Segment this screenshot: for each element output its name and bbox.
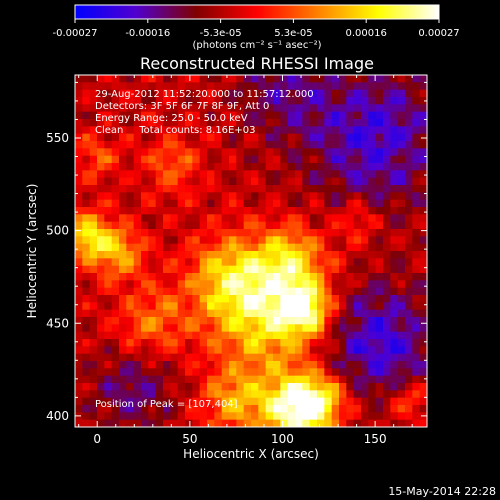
colorbar-ticks: -0.00027 -0.00016 -5.3e-05 5.3e-05 0.00016 0.… [53, 19, 460, 39]
colorbar-frame [74, 4, 440, 20]
x-axis: 0 50 100 150 [78, 75, 413, 446]
x-tick-label: 150 [364, 432, 387, 446]
y-tick-label: 500 [46, 224, 69, 238]
x-axis-label: Heliocentric X (arcsec) [183, 447, 319, 461]
peak-position-label: Position of Peak = [107,404] [95, 399, 238, 410]
plot-area [74, 74, 428, 428]
heatmap-image [75, 75, 428, 428]
annotation-clean-counts: Clean Total counts: 8.16E+03 [95, 125, 255, 136]
colorbar-gradient [75, 5, 439, 19]
x-tick-label: 50 [182, 432, 197, 446]
colorbar-tick-label: 0.00016 [346, 28, 387, 39]
colorbar: -0.00027 -0.00016 -5.3e-05 5.3e-05 0.00016 0.… [53, 4, 460, 51]
y-tick-label: 400 [46, 409, 69, 423]
annotation-detectors: Detectors: 3F 5F 6F 7F 8F 9F, Att 0 [95, 101, 269, 112]
annotation-block: 29-Aug-2012 11:52:20.000 to 11:57:12.000… [95, 89, 314, 410]
colorbar-tick-label: 5.3e-05 [274, 28, 312, 39]
annotation-time-range: 29-Aug-2012 11:52:20.000 to 11:57:12.000 [95, 89, 314, 100]
plot-frame [74, 74, 428, 428]
y-axis: 400 450 500 550 [46, 81, 427, 423]
colorbar-unit-label: (photons cm⁻² s⁻¹ asec⁻²) [192, 40, 321, 51]
chart-title: Reconstructed RHESSI Image [140, 54, 374, 73]
y-tick-label: 550 [46, 131, 69, 145]
y-tick-label: 450 [46, 316, 69, 330]
colorbar-tick-label: -5.3e-05 [200, 28, 242, 39]
x-tick-label: 0 [93, 432, 101, 446]
y-axis-label: Heliocentric Y (arcsec) [25, 184, 39, 319]
footer-timestamp: 15-May-2014 22:28 [388, 485, 496, 498]
x-tick-label: 100 [271, 432, 294, 446]
colorbar-tick-label: -0.00016 [125, 28, 170, 39]
colorbar-tick-label: 0.00027 [418, 28, 459, 39]
annotation-energy-range: Energy Range: 25.0 - 50.0 keV [95, 113, 248, 124]
colorbar-tick-label: -0.00027 [53, 28, 98, 39]
